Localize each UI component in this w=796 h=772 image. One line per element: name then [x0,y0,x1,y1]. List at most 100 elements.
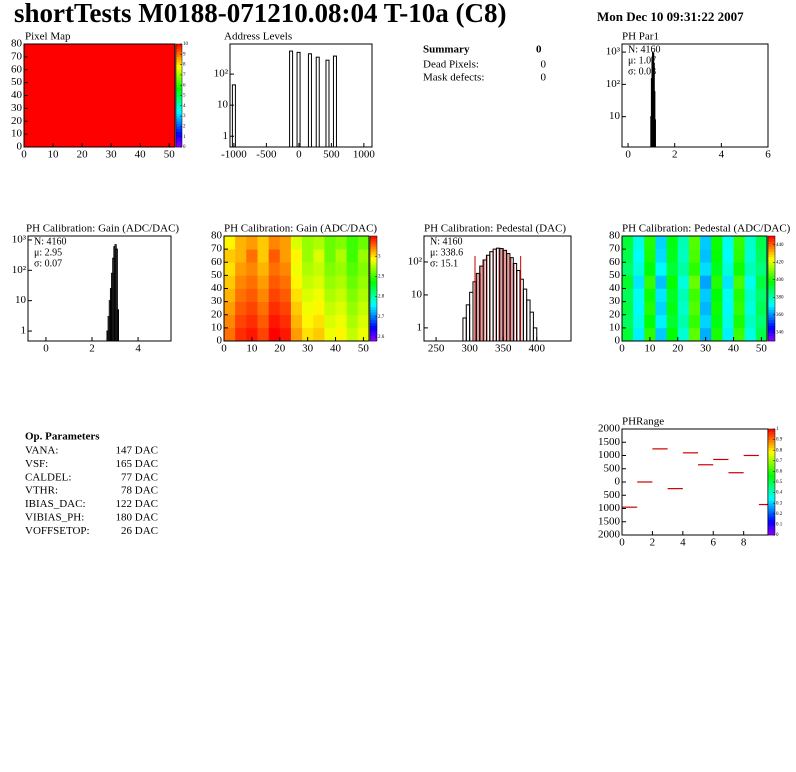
x-tick-label: 500 [323,149,340,161]
x-tick-label: 400 [529,343,546,355]
x-tick-label: 0 [619,343,625,355]
palette-swatch [370,259,377,263]
heatmap-cell [655,236,667,250]
palette-swatch [768,436,775,440]
z-tick-label: 0.7 [776,459,783,464]
chart-title: PH Calibration: Pedestal (ADC/DAC) [622,223,791,235]
histogram-bin [492,248,497,341]
heatmap-cell [302,288,314,302]
heatmap-cell [677,275,690,289]
heatmap-cell [357,288,369,302]
x-tick-label: 30 [302,343,314,355]
x-tick-label: 6 [711,537,717,549]
heatmap-cell [357,301,369,316]
heatmap-cell [655,327,667,341]
z-tick-label: 380 [776,295,784,300]
heatmap-cell [677,301,690,316]
heatmap-cell [622,314,634,329]
palette-swatch [768,452,775,456]
heatmap-cell [733,262,745,276]
palette-swatch [768,474,775,477]
palette-swatch [768,335,775,339]
chart-panel: PH Calibration: Gain (ADC/DAC)0 10 20 30 40 5… [211,223,385,355]
y-tick-label: 500 [604,462,621,474]
palette-swatch [176,56,182,60]
palette-swatch [370,338,377,342]
heatmap-cell [335,262,347,276]
palette-swatch [768,497,775,501]
spike [325,59,330,147]
y-tick-label: 10 [11,128,23,140]
palette-swatch [768,503,775,507]
palette-swatch [176,113,182,117]
y-tick-label: 50 [211,269,223,281]
histogram-bin [509,257,514,341]
heatmap-cell [655,249,667,263]
heatmap-cell [655,262,667,276]
palette-swatch [768,468,775,472]
palette-swatch [176,77,182,81]
histogram-bin [506,253,511,341]
histogram-bin [502,249,508,341]
palette-swatch [370,264,377,268]
y-tick-label: 20 [609,308,621,320]
heatmap-cell [655,314,667,329]
stats-entry: σ: 0.07 [34,258,62,269]
z-tick-label: 7 [183,73,186,78]
histogram-bin [499,248,504,341]
chart-title: PHRange [622,416,664,428]
y-tick-label: 40 [11,89,23,101]
spike [296,51,301,147]
heatmap-cell [357,249,369,263]
heatmap-cell [290,314,303,329]
z-tick-label: 0.3 [776,501,783,506]
y-tick-label: 50 [11,76,23,88]
palette-swatch [768,431,775,435]
heatmap-cell [666,288,679,302]
palette-swatch [176,85,182,89]
heatmap-cell [755,301,767,316]
heatmap-cell [324,262,336,276]
heatmap-cell [335,301,347,316]
palette-swatch [768,254,775,258]
x-tick-label: 250 [428,343,445,355]
palette-swatch [768,505,775,509]
palette-swatch [370,325,377,329]
palette-swatch [768,447,775,451]
palette-swatch [176,141,182,145]
palette-swatch [768,325,775,329]
palette-swatch [176,80,182,83]
heatmap-cell [733,314,745,329]
palette-swatch [768,275,775,279]
heatmap-cell [357,262,369,276]
heatmap-cell [313,236,325,250]
palette-swatch [176,103,182,107]
palette-swatch [370,262,377,266]
heatmap-cell [246,288,258,302]
palette-swatch [370,267,377,271]
heatmap-cell [246,327,258,341]
palette-swatch [768,249,775,253]
heatmap-cell [644,301,656,316]
heatmap-cell [733,288,745,302]
heatmap-cell [666,262,679,276]
y-tick-label: 0 [615,476,621,488]
heatmap-cell [644,314,656,329]
palette-swatch [768,293,775,297]
histogram-bin [475,272,481,341]
palette-swatch [176,123,182,127]
heatmap-cell [346,327,359,341]
z-tick-label: 340 [776,330,784,335]
x-tick-label: 350 [495,343,512,355]
palette-swatch [768,495,775,499]
heatmap-cell [346,236,359,250]
palette-swatch [768,466,775,470]
plot-frame [621,43,769,148]
palette-swatch [768,458,775,462]
x-tick-label: 8 [741,537,747,549]
chart-panel: Address Levels -1000 -500 0 500 1000 1 10 10² [214,31,376,161]
heatmap-cell [302,275,314,289]
palette-swatch [176,51,182,55]
palette-swatch [768,450,775,454]
heatmap-cell [313,262,325,276]
